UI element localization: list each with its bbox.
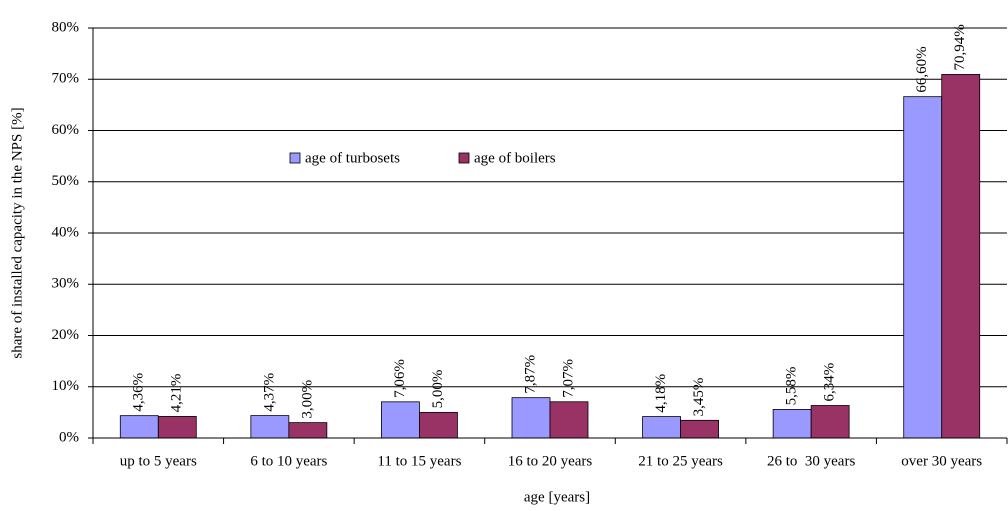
data-label: 66,60% xyxy=(914,46,930,92)
y-tick-label: 40% xyxy=(52,224,80,240)
bar xyxy=(642,416,681,439)
data-label: 5,58% xyxy=(784,367,800,406)
bar xyxy=(680,419,719,439)
x-tick-label: up to 5 years xyxy=(120,453,197,469)
data-label: 4,36% xyxy=(131,373,147,412)
bar xyxy=(549,401,589,439)
bar xyxy=(903,96,943,439)
legend-label: age of turbosets xyxy=(305,150,400,166)
bar xyxy=(119,415,159,439)
bar xyxy=(288,422,328,439)
bar xyxy=(511,397,551,439)
data-label: 6,34% xyxy=(822,363,838,402)
y-tick-label: 70% xyxy=(52,71,80,87)
legend-label: age of boilers xyxy=(474,150,556,166)
y-tick-label: 80% xyxy=(52,19,80,35)
y-axis-label: share of installed capacity in the NPS [… xyxy=(9,107,25,358)
bar xyxy=(772,409,812,439)
bar xyxy=(419,411,458,439)
data-label: 7,07% xyxy=(560,359,576,398)
x-tick-label: over 30 years xyxy=(901,453,982,469)
x-tick-label: 6 to 10 years xyxy=(250,453,327,469)
bar xyxy=(941,74,981,439)
bar xyxy=(157,416,197,439)
data-label: 70,94% xyxy=(952,24,968,70)
x-tick-label: 21 to 25 years xyxy=(638,453,723,469)
data-label: 4,21% xyxy=(169,374,185,413)
y-tick-label: 0% xyxy=(59,429,79,445)
y-tick-label: 20% xyxy=(52,327,80,343)
data-label: 7,06% xyxy=(392,359,408,398)
y-tick-label: 50% xyxy=(52,173,80,189)
bar xyxy=(250,415,290,439)
data-label: 3,45% xyxy=(691,378,707,417)
x-tick-label: 11 to 15 years xyxy=(377,453,461,469)
data-label: 7,87% xyxy=(522,355,538,394)
data-label: 5,00% xyxy=(430,370,446,409)
data-label: 4,18% xyxy=(653,374,669,413)
x-axis-label: age [years] xyxy=(524,489,590,505)
data-label: 4,37% xyxy=(261,373,277,412)
y-tick-label: 30% xyxy=(52,276,80,292)
legend-swatch xyxy=(289,152,301,164)
bar xyxy=(381,401,420,439)
x-tick-label: 16 to 20 years xyxy=(508,453,593,469)
y-tick-label: 60% xyxy=(52,122,80,138)
bar xyxy=(810,405,850,439)
data-label: 3,00% xyxy=(299,380,315,419)
legend-swatch xyxy=(458,152,470,164)
y-tick-label: 10% xyxy=(52,378,80,394)
x-tick-label: 26 to 30 years xyxy=(767,453,855,469)
